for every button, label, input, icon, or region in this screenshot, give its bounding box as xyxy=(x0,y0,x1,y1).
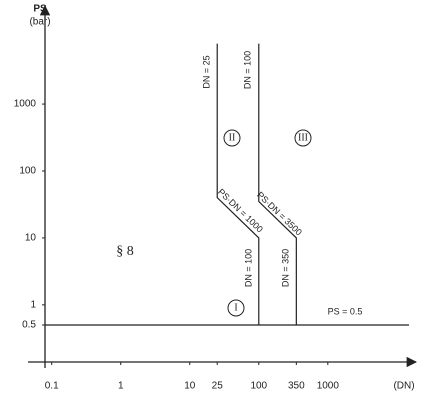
x-tick-label: 25 xyxy=(212,381,224,392)
region-circle xyxy=(294,129,312,147)
x-tick-label: 10 xyxy=(184,381,196,392)
region-circle xyxy=(223,129,241,147)
annotation: I xyxy=(234,302,237,313)
y-axis-label: PS xyxy=(33,4,47,15)
annotation: § 8 xyxy=(116,244,134,259)
y-tick-label: 1000 xyxy=(14,99,37,110)
y-tick-label: 0.5 xyxy=(22,320,36,331)
annotation: DN = 100 xyxy=(242,51,252,89)
x-tick-label: 350 xyxy=(288,381,305,392)
x-tick-label: 0.1 xyxy=(45,381,59,392)
annotation: PS = 0.5 xyxy=(328,306,363,316)
annotation: DN = 350 xyxy=(280,249,290,287)
x-tick-label: 1000 xyxy=(317,381,340,392)
annotation: PS·DN = 3500 xyxy=(255,190,304,238)
y-tick-label: 10 xyxy=(25,233,37,244)
annotation: III xyxy=(298,132,308,143)
x-tick-label: 100 xyxy=(250,381,267,392)
x-axis-label: (DN) xyxy=(393,381,414,392)
y-tick-label: 100 xyxy=(19,166,36,177)
y-axis-unit: (bar) xyxy=(29,17,50,28)
annotation: DN = 100 xyxy=(243,249,253,287)
annotation: DN = 25 xyxy=(201,55,211,88)
boundary-line xyxy=(258,43,297,326)
y-tick-label: 1 xyxy=(30,299,36,310)
region-circle xyxy=(227,299,245,317)
boundary-line xyxy=(216,43,260,326)
x-tick-label: 1 xyxy=(118,381,124,392)
annotation: II xyxy=(229,132,236,143)
